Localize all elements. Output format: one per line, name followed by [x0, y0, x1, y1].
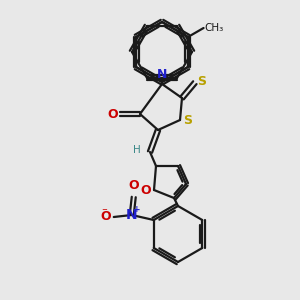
Text: H: H — [133, 145, 141, 155]
Text: O: O — [107, 107, 118, 121]
Text: O: O — [140, 184, 151, 197]
Text: N: N — [157, 68, 167, 81]
Text: S: S — [197, 75, 206, 88]
Text: CH₃: CH₃ — [205, 23, 224, 33]
Text: ⁻: ⁻ — [101, 207, 107, 217]
Text: +: + — [133, 206, 141, 214]
Text: O: O — [100, 211, 111, 224]
Text: O: O — [128, 179, 139, 192]
Text: N: N — [126, 208, 138, 222]
Text: S: S — [183, 113, 192, 127]
